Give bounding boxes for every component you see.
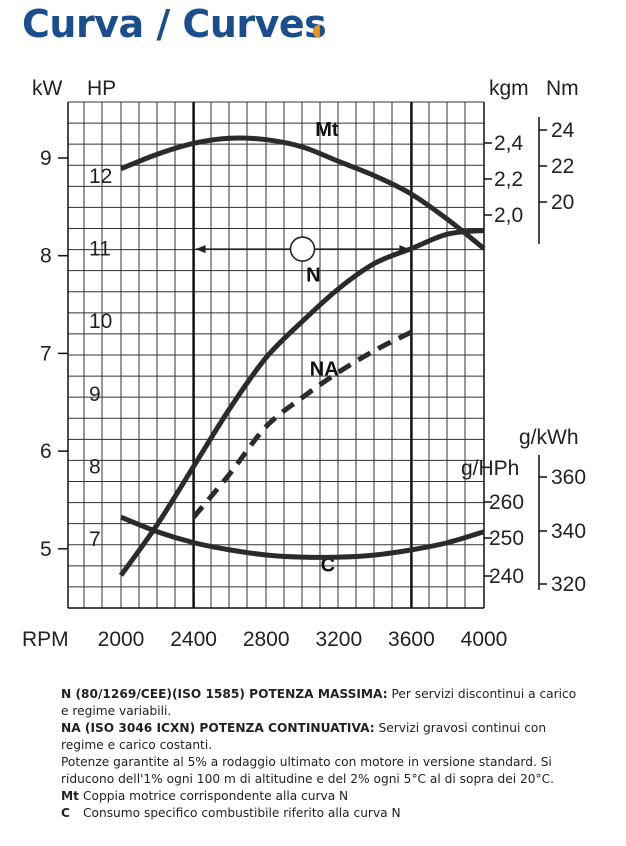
kw-tick-label: 9 [40, 147, 52, 170]
kw-tick-label: 7 [40, 342, 52, 365]
hp-tick-label: 7 [89, 528, 101, 551]
note-c: C Consumo specifico combustibile riferito… [61, 806, 401, 820]
curve-label-na: NA [310, 359, 339, 381]
page-title: Curva / Curves [22, 2, 327, 46]
range-marker-circle [289, 236, 316, 262]
hp-tick-label: 9 [89, 383, 101, 406]
chart-series [118, 135, 486, 577]
gkwh-axis-unit: g/kWh [519, 426, 579, 449]
ghph-tick-label: 250 [489, 527, 524, 550]
kgm-tick-label: 2,0 [494, 204, 523, 227]
nm-tick-label: 22 [551, 155, 574, 178]
gkwh-tick-label: 360 [551, 466, 586, 489]
range-marker-arrow-left [195, 245, 206, 254]
note-guarantee: Potenze garantite al 5% a rodaggio ultim… [61, 755, 555, 786]
curve-n [118, 227, 485, 577]
kw-axis-unit: kW [32, 77, 63, 100]
performance-chart: kW 5 6 7 8 9 HP 7 8 9 10 11 12 RPM 2000 2400 2800 3200 360… [22, 77, 586, 651]
kgm-axis-unit: kgm [489, 77, 529, 100]
curve-label-c: C [321, 555, 335, 577]
x-tick-label: 3200 [315, 628, 362, 651]
x-tick-label: 2800 [243, 628, 290, 651]
curve-c [120, 514, 485, 560]
notes-block: N (80/1269/CEE)(ISO 1585) POTENZA MASSIM… [61, 686, 581, 822]
curve-na [191, 329, 413, 519]
kgm-tick-label: 2,2 [494, 168, 523, 191]
curve-label-mt: Mt [315, 119, 339, 141]
kw-tick-label: 5 [40, 538, 52, 561]
hp-axis-unit: HP [87, 77, 116, 100]
hp-tick-label: 10 [89, 310, 112, 333]
x-tick-label: 2400 [170, 628, 217, 651]
chart-labels: kW 5 6 7 8 9 HP 7 8 9 10 11 12 RPM 2000 2400 2800 3200 360… [22, 77, 586, 651]
note-n: N (80/1269/CEE)(ISO 1585) POTENZA MASSIM… [61, 687, 577, 718]
chart-axes [58, 102, 547, 609]
x-tick-label: 3600 [388, 628, 435, 651]
note-mt: Mt Coppia motrice corrispondente alla cur… [61, 789, 349, 803]
hp-tick-label: 11 [89, 238, 111, 261]
curve-mt [120, 135, 486, 251]
chart-grid [67, 101, 485, 609]
gkwh-tick-label: 320 [551, 573, 586, 596]
kw-tick-label: 6 [40, 440, 52, 463]
ghph-tick-label: 240 [489, 565, 524, 588]
x-tick-label: 4000 [461, 628, 508, 651]
x-tick-label: 2000 [98, 628, 145, 651]
ghph-axis-unit: g/HPh [461, 457, 519, 480]
x-axis-unit: RPM [22, 628, 69, 651]
range-marker-arrow-right [399, 245, 410, 254]
hp-tick-label: 8 [89, 455, 101, 478]
title-marker-icon: ◖ [312, 20, 322, 41]
nm-tick-label: 20 [551, 191, 574, 214]
curve-label-n: N [306, 264, 320, 286]
hp-tick-label: 12 [89, 165, 112, 188]
kgm-tick-label: 2,4 [494, 132, 524, 155]
kw-tick-label: 8 [40, 245, 52, 268]
nm-axis-unit: Nm [546, 77, 579, 100]
note-na: NA (ISO 3046 ICXN) POTENZA CONTINUATIVA:… [61, 721, 547, 752]
ghph-tick-label: 260 [489, 491, 524, 514]
nm-tick-label: 24 [551, 119, 575, 142]
gkwh-tick-label: 340 [551, 520, 586, 543]
